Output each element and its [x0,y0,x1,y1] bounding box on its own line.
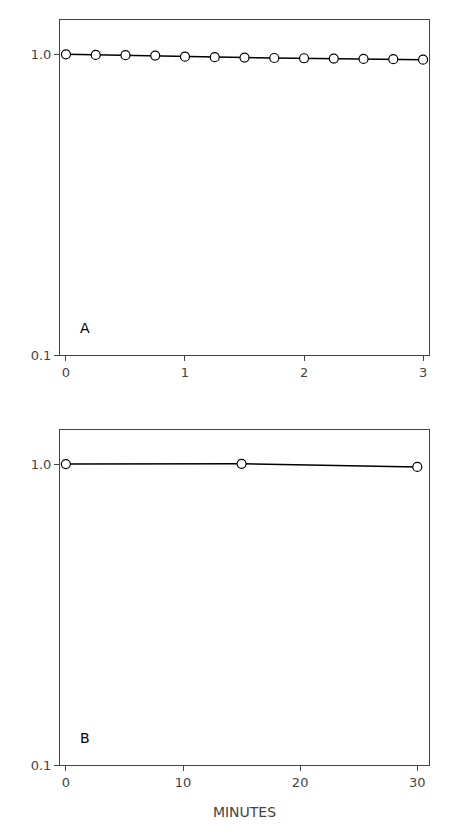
svg-text:A: A [80,320,90,336]
svg-text:MINUTES: MINUTES [213,804,276,820]
svg-text:0: 0 [62,365,70,380]
svg-text:3: 3 [419,365,427,380]
svg-text:B: B [80,730,90,746]
svg-text:1.0: 1.0 [31,457,52,472]
svg-text:20: 20 [292,775,309,790]
svg-text:1.0: 1.0 [31,47,52,62]
svg-text:10: 10 [175,775,192,790]
svg-text:2: 2 [300,365,308,380]
svg-text:0.1: 0.1 [31,348,52,363]
svg-text:0.1: 0.1 [31,758,52,773]
svg-text:30: 30 [409,775,426,790]
svg-text:1: 1 [181,365,189,380]
svg-text:0: 0 [62,775,70,790]
